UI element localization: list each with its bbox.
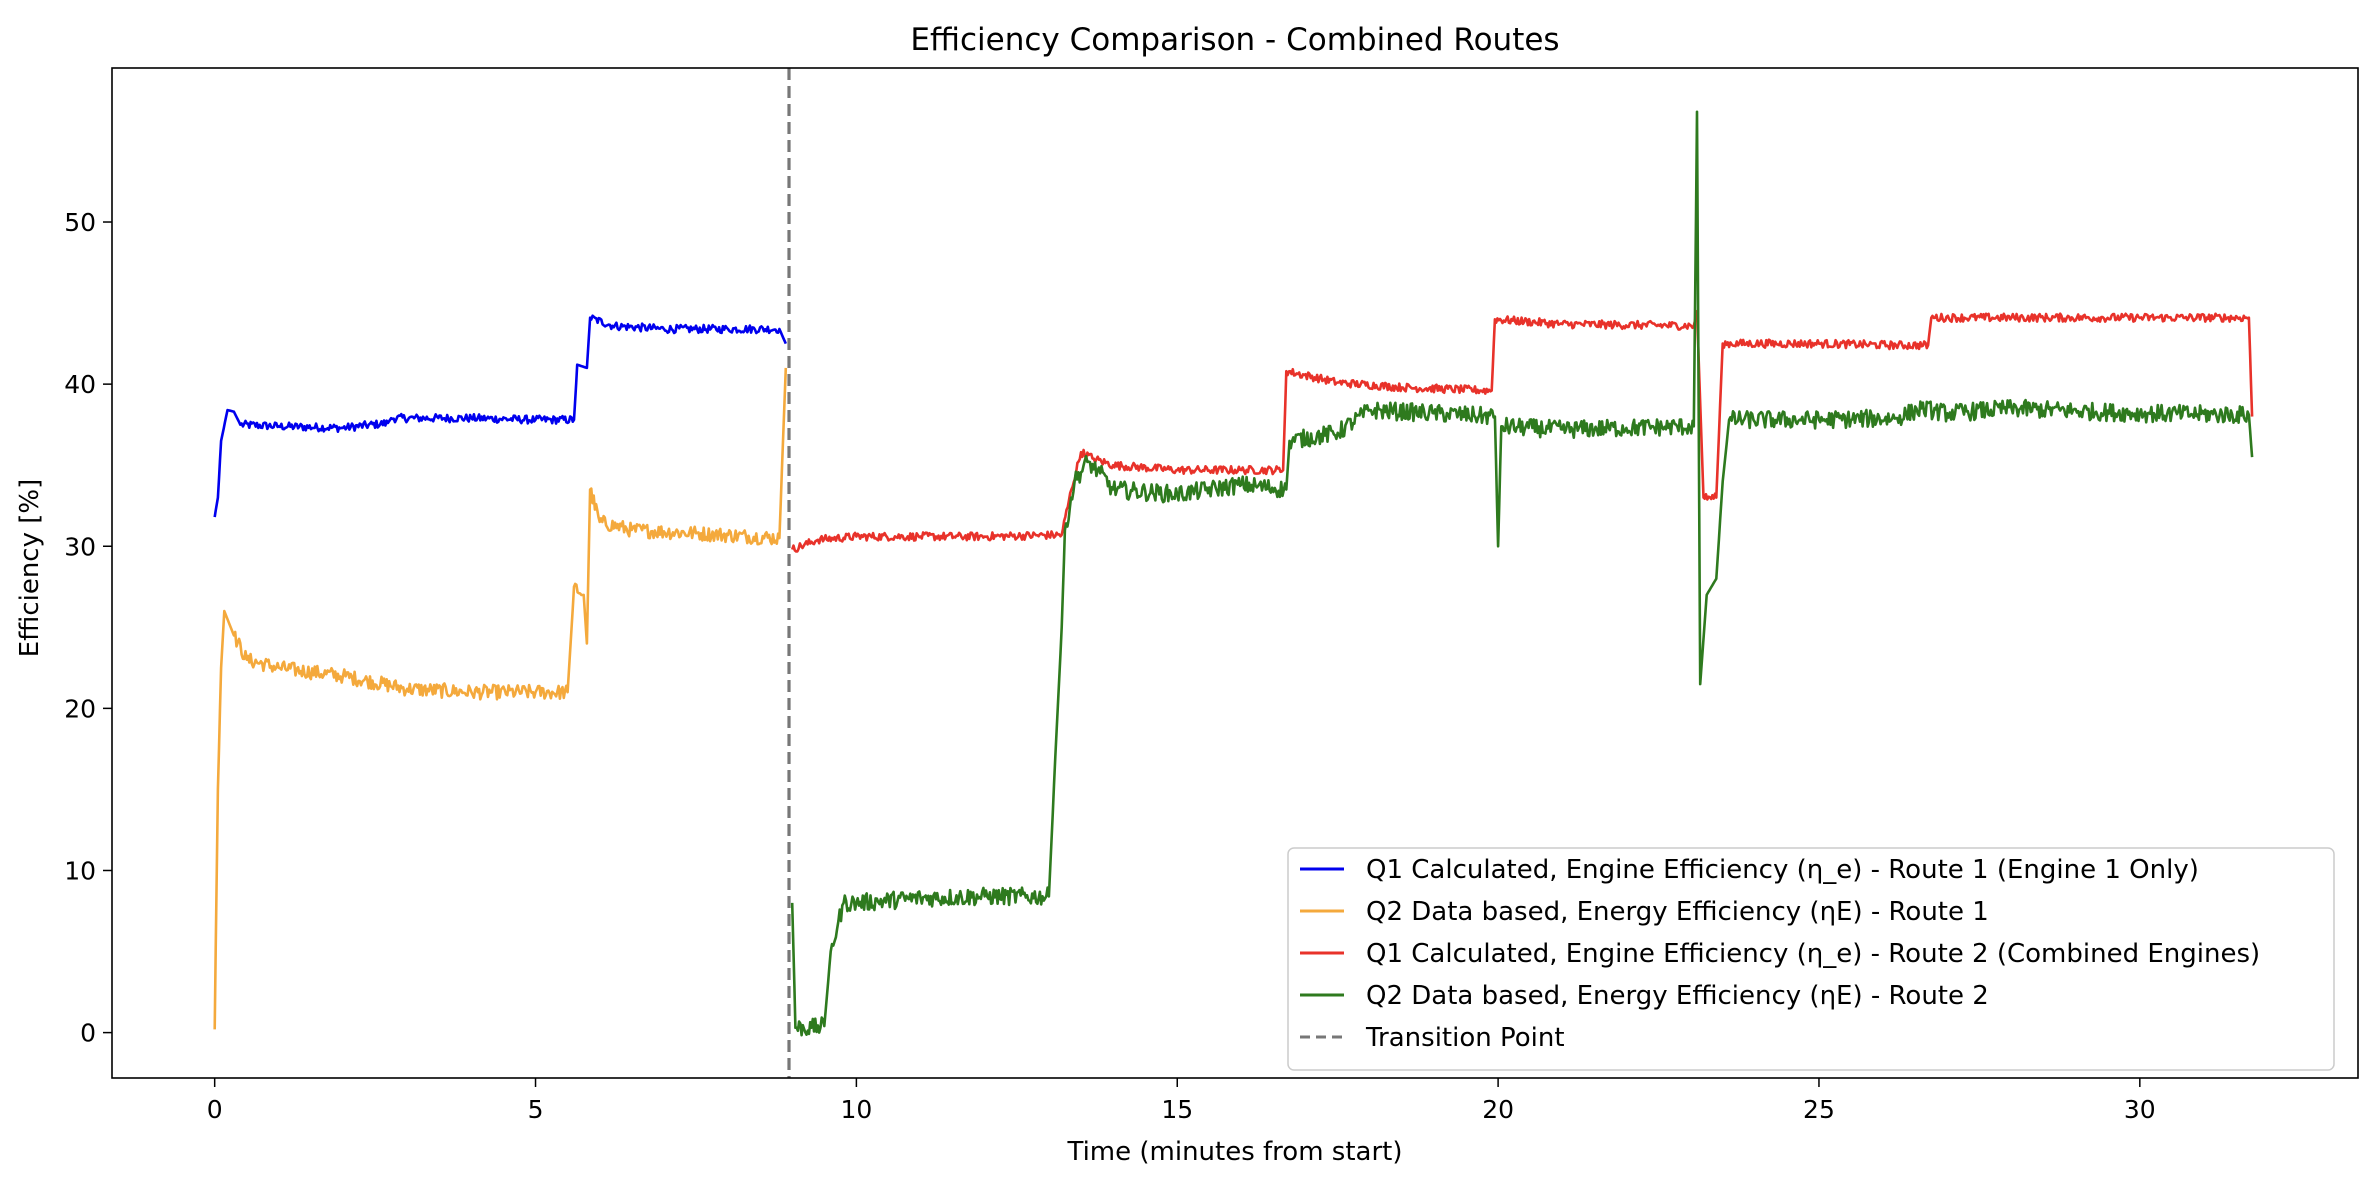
series-line-4	[790, 110, 2254, 1037]
series-line-1	[213, 314, 787, 518]
x-tick-label: 20	[1482, 1095, 1514, 1124]
y-tick-label: 40	[64, 370, 96, 399]
y-tick-label: 50	[64, 208, 96, 237]
x-axis-label: Time (minutes from start)	[1066, 1137, 1402, 1167]
y-tick-label: 0	[80, 1019, 96, 1048]
y-tick-label: 10	[64, 856, 96, 885]
x-tick-label: 15	[1161, 1095, 1193, 1124]
legend-label: Q1 Calculated, Engine Efficiency (η_e) -…	[1366, 939, 2260, 969]
x-tick-label: 10	[840, 1095, 872, 1124]
legend-label: Transition Point	[1365, 1023, 1565, 1053]
x-tick-label: 25	[1803, 1095, 1835, 1124]
chart-title: Efficiency Comparison - Combined Routes	[910, 22, 1559, 58]
legend-label: Q1 Calculated, Engine Efficiency (η_e) -…	[1366, 855, 2199, 885]
legend-label: Q2 Data based, Energy Efficiency (ηE) - …	[1366, 981, 1989, 1011]
legend: Q1 Calculated, Engine Efficiency (η_e) -…	[1287, 847, 2335, 1071]
y-axis-label: Efficiency [%]	[15, 479, 45, 658]
legend-box	[1287, 847, 2335, 1071]
plot-frame	[111, 67, 2359, 1079]
x-tick-label: 5	[528, 1095, 544, 1124]
x-tick-label: 0	[207, 1095, 223, 1124]
x-tick-label: 30	[2124, 1095, 2156, 1124]
legend-label: Q2 Data based, Energy Efficiency (ηE) - …	[1366, 897, 1989, 927]
series-line-2	[213, 367, 788, 1030]
y-tick-label: 30	[64, 532, 96, 561]
series-line-3	[790, 309, 2254, 553]
y-tick-label: 20	[64, 694, 96, 723]
